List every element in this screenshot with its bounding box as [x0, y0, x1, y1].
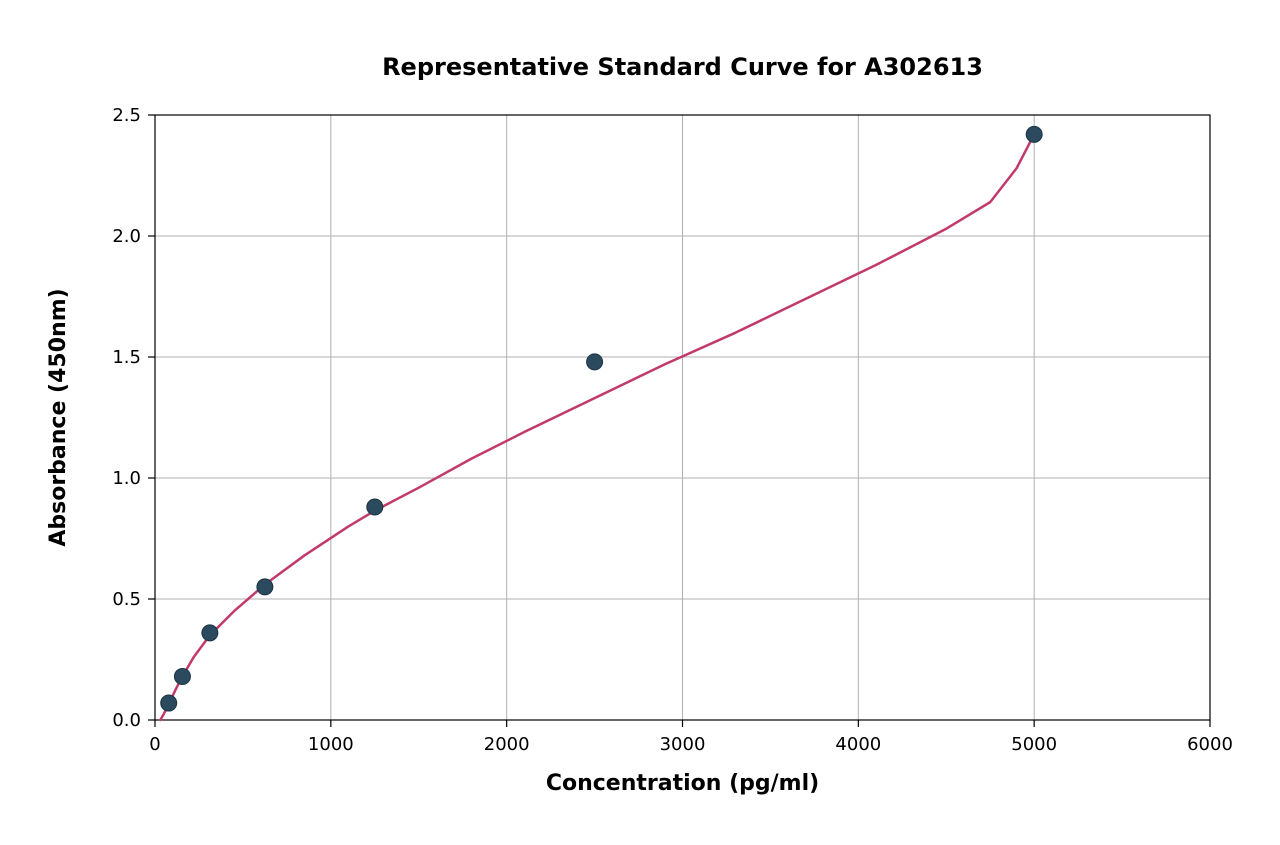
y-tick-label: 0.0 — [112, 710, 141, 731]
x-tick-label: 6000 — [1187, 734, 1233, 755]
chart-title: Representative Standard Curve for A30261… — [382, 53, 983, 81]
x-tick-label: 5000 — [1011, 734, 1057, 755]
data-point — [174, 668, 190, 684]
chart-container: 0 1000 2000 3000 4000 5000 6000 0.0 0.5 1.0 1.5 2.0… — [0, 0, 1280, 845]
x-tick-label: 3000 — [660, 734, 706, 755]
data-point — [257, 579, 273, 595]
data-point — [367, 499, 383, 515]
data-point — [161, 695, 177, 711]
chart-bg — [0, 0, 1280, 845]
x-tick-label: 1000 — [308, 734, 354, 755]
y-axis-label: Absorbance (450nm) — [46, 288, 71, 546]
x-tick-label: 0 — [149, 734, 160, 755]
data-point — [202, 625, 218, 641]
data-point — [587, 354, 603, 370]
y-tick-label: 2.0 — [112, 226, 141, 247]
data-point — [1026, 126, 1042, 142]
x-axis-label: Concentration (pg/ml) — [546, 771, 819, 796]
y-tick-label: 0.5 — [112, 589, 141, 610]
y-tick-label: 1.0 — [112, 468, 141, 489]
y-tick-label: 2.5 — [112, 105, 141, 126]
chart-svg: 0 1000 2000 3000 4000 5000 6000 0.0 0.5 1.0 1.5 2.0… — [0, 0, 1280, 845]
x-tick-label: 4000 — [835, 734, 881, 755]
y-tick-label: 1.5 — [112, 347, 141, 368]
x-tick-label: 2000 — [484, 734, 530, 755]
